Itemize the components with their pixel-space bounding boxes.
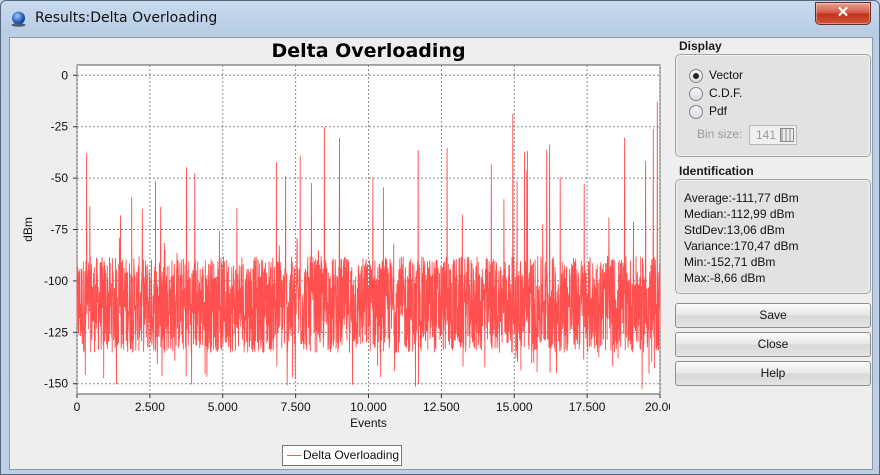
x-tick-label: 0: [74, 400, 81, 414]
window-title: Results:Delta Overloading: [35, 10, 218, 26]
x-tick-label: 20.00: [645, 400, 670, 414]
x-tick-label: 12.500: [423, 400, 460, 414]
y-axis-label: dBm: [21, 217, 35, 242]
help-button[interactable]: Help: [675, 361, 871, 386]
app-globe-icon: [11, 11, 26, 27]
stat-max: Max:-8,66 dBm: [684, 271, 766, 285]
close-button[interactable]: Close: [675, 332, 871, 357]
client-area: Delta Overloading 0 2.500 5.000 7.500 10.000 1…: [9, 37, 873, 470]
radio-vector-label: Vector: [709, 68, 744, 82]
title-bar[interactable]: Results:Delta Overloading ✕: [1, 1, 879, 35]
stat-stddev: StdDev:13,06 dBm: [684, 223, 785, 237]
x-tick-label: 10.000: [350, 400, 387, 414]
delta-overloading-chart: Delta Overloading 0 2.500 5.000 7.500 10.000 1…: [21, 40, 670, 430]
radio-vector-indicator[interactable]: [689, 69, 703, 83]
y-tick-label: -25: [51, 120, 69, 134]
bin-size-input[interactable]: 141: [749, 125, 797, 145]
identification-group: Average:-111,77 dBm Median:-112,99 dBm S…: [675, 179, 871, 294]
identification-group-label: Identification: [679, 164, 754, 178]
window-close-button[interactable]: ✕: [815, 2, 871, 25]
y-tick-label: 0: [61, 68, 68, 82]
series-line-delta-overloading: [76, 101, 661, 389]
x-tick-label: 17.500: [569, 400, 606, 414]
chart-legend: Delta Overloading: [282, 445, 402, 466]
stat-variance: Variance:170,47 dBm: [684, 239, 799, 253]
y-tick-label: -75: [51, 223, 69, 237]
chart-panel: Delta Overloading 0 2.500 5.000 7.500 10.000 1…: [10, 38, 670, 469]
radio-pdf-label: Pdf: [709, 104, 728, 118]
radio-cdf-label: C.D.F.: [709, 86, 743, 100]
stat-median: Median:-112,99 dBm: [684, 207, 795, 221]
calculator-icon[interactable]: [780, 128, 794, 142]
save-button[interactable]: Save: [675, 303, 871, 328]
x-tick-label: 2.500: [135, 400, 165, 414]
y-tick-label: -150: [44, 377, 68, 391]
bin-size-value: 141: [755, 128, 776, 142]
radio-cdf-indicator[interactable]: [689, 87, 703, 101]
x-tick-label: 5.000: [208, 400, 238, 414]
y-tick-label: -125: [44, 325, 68, 339]
y-tick-label: -100: [44, 274, 68, 288]
x-tick-label: 15.000: [496, 400, 533, 414]
radio-pdf-indicator[interactable]: [689, 105, 703, 119]
stat-average: Average:-111,77 dBm: [684, 191, 799, 205]
x-axis-label: Events: [350, 416, 387, 430]
stat-min: Min:-152,71 dBm: [684, 255, 776, 269]
display-group-label: Display: [679, 39, 722, 53]
legend-swatch: [287, 455, 301, 456]
bin-size-label: Bin size:: [697, 127, 743, 141]
display-group: Vector C.D.F. Pdf Bin size: 141: [675, 54, 871, 157]
legend-label: Delta Overloading: [303, 448, 400, 462]
x-tick-label: 7.500: [281, 400, 311, 414]
y-tick-label: -50: [51, 171, 69, 185]
chart-title: Delta Overloading: [271, 40, 465, 62]
